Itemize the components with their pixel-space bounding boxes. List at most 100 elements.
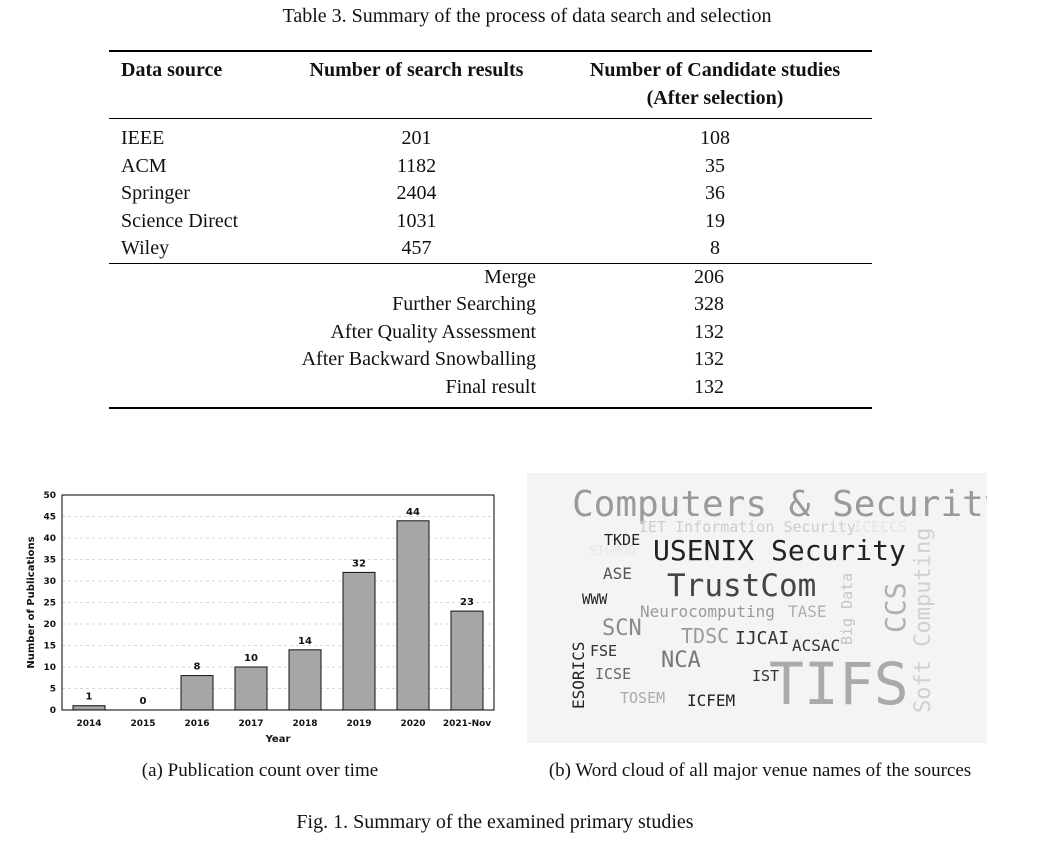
summary-row: After Quality Assessment 132 xyxy=(109,319,872,347)
header-search-results: Number of search results xyxy=(309,59,524,81)
bar xyxy=(180,675,214,711)
summary-row: After Backward Snowballing 132 xyxy=(109,346,872,374)
bar xyxy=(342,571,376,711)
y-tick-label: 5 xyxy=(50,685,56,695)
bar xyxy=(234,666,268,711)
word-iet-information-security: IET Information Security xyxy=(639,518,856,536)
subcaption-a: (a) Publication count over time xyxy=(141,760,379,781)
word-tase: TASE xyxy=(788,602,827,621)
x-tick-label: 2016 xyxy=(184,719,209,729)
word-scn: SCN xyxy=(602,616,642,641)
table-header-row: Data source Number of search results Num… xyxy=(109,57,872,112)
data-label: 44 xyxy=(406,507,420,518)
summary-value: 132 xyxy=(694,375,724,398)
word-fse: FSE xyxy=(590,642,618,660)
word-soft-computing: Soft Computing xyxy=(911,527,936,713)
table-mid-rule xyxy=(109,118,872,119)
word-icfem: ICFEM xyxy=(687,691,736,710)
summary-row: Further Searching 328 xyxy=(109,291,872,319)
table-row: IEEE 201 108 xyxy=(109,125,872,153)
summary-value: 206 xyxy=(694,265,724,288)
x-tick-label: 2017 xyxy=(238,719,263,729)
y-tick-label: 30 xyxy=(43,577,56,587)
word-tdsc: TDSC xyxy=(681,624,730,648)
word-computers-security: Computers & Security xyxy=(572,484,987,525)
word-ist: IST xyxy=(752,667,780,685)
header-candidate-studies: Number of Candidate studies (After selec… xyxy=(558,57,872,112)
word-icse: ICSE xyxy=(595,665,632,683)
bar xyxy=(72,705,106,711)
bar xyxy=(396,520,430,711)
summary-label: After Backward Snowballing xyxy=(301,348,536,370)
y-tick-label: 10 xyxy=(43,663,56,673)
word-ijcai: IJCAI xyxy=(735,628,790,649)
x-tick-label: 2020 xyxy=(400,719,425,729)
figure-caption: Fig. 1. Summary of the examined primary … xyxy=(296,811,694,833)
data-label: 23 xyxy=(460,597,474,608)
word-esorics: ESORICS xyxy=(569,641,588,709)
header-data-source: Data source xyxy=(121,59,223,81)
row-source: ACM xyxy=(121,154,167,177)
summary-label: Final result xyxy=(445,375,536,398)
data-label: 8 xyxy=(194,662,201,673)
y-tick-label: 20 xyxy=(43,620,56,630)
word-ase: ASE xyxy=(603,564,632,583)
row-source: IEEE xyxy=(121,127,165,149)
y-tick-label: 25 xyxy=(43,599,56,609)
row-candidates: 35 xyxy=(705,154,725,177)
data-label: 14 xyxy=(298,636,312,647)
venue-word-cloud: Computers & Security IET Information Sec… xyxy=(527,473,987,743)
row-results: 201 xyxy=(401,127,432,149)
word-tifs: TIFS xyxy=(769,650,909,718)
summary-row: Merge 206 xyxy=(109,264,872,292)
row-results: 1182 xyxy=(396,154,437,177)
subcaption-b: (b) Word cloud of all major venue names … xyxy=(548,760,972,781)
word-neurocomputing: Neurocomputing xyxy=(640,602,775,621)
summary-label: Merge xyxy=(484,265,536,288)
row-source: Springer xyxy=(121,182,190,204)
y-tick-label: 0 xyxy=(50,706,56,716)
word-big-data: Big Data xyxy=(838,572,856,645)
row-source: Wiley xyxy=(121,237,170,259)
y-tick-label: 45 xyxy=(43,513,56,523)
x-axis-label: Year xyxy=(265,734,291,745)
word-ccs: CCS xyxy=(879,582,912,633)
y-tick-label: 40 xyxy=(43,534,56,544)
y-tick-label: 35 xyxy=(43,556,56,566)
word-iceccs: ICECCS xyxy=(853,518,908,536)
table-top-rule xyxy=(109,50,872,52)
row-results: 457 xyxy=(401,237,432,259)
data-label: 32 xyxy=(352,558,366,569)
word-usenix-security: USENIX Security xyxy=(653,534,906,567)
word-acsac: ACSAC xyxy=(792,636,841,655)
table-bottom-rule xyxy=(109,407,872,409)
y-axis-label: Number of Publications xyxy=(26,536,37,668)
table-summary-rule xyxy=(109,262,872,264)
row-candidates: 108 xyxy=(700,127,730,149)
header-candidate-line2: (After selection) xyxy=(646,86,784,109)
data-label: 1 xyxy=(86,692,93,703)
bar xyxy=(288,649,322,711)
word-www: WWW xyxy=(582,592,608,608)
table-row: Wiley 457 8 xyxy=(109,235,872,263)
row-results: 1031 xyxy=(396,209,437,232)
summary-value: 328 xyxy=(694,293,724,315)
x-tick-label: 2021-Nov xyxy=(443,719,491,729)
word-trustcom: TrustCom xyxy=(667,568,817,604)
word-sigmod: SIGMOD xyxy=(589,544,636,559)
row-candidates: 19 xyxy=(705,209,725,232)
table-row: Springer 2404 36 xyxy=(109,180,872,208)
table-row: ACM 1182 35 xyxy=(109,153,872,181)
y-tick-label: 50 xyxy=(43,491,56,501)
summary-label: Further Searching xyxy=(392,293,536,315)
summary-value: 132 xyxy=(694,348,724,370)
word-tkde: TKDE xyxy=(604,531,641,549)
x-tick-label: 2015 xyxy=(130,719,155,729)
summary-row: Final result 132 xyxy=(109,374,872,402)
bar xyxy=(450,610,484,711)
x-tick-label: 2019 xyxy=(346,719,371,729)
data-label: 10 xyxy=(244,653,258,664)
summary-value: 132 xyxy=(694,320,724,343)
y-tick-label: 15 xyxy=(43,642,56,652)
row-source: Science Direct xyxy=(121,209,239,232)
